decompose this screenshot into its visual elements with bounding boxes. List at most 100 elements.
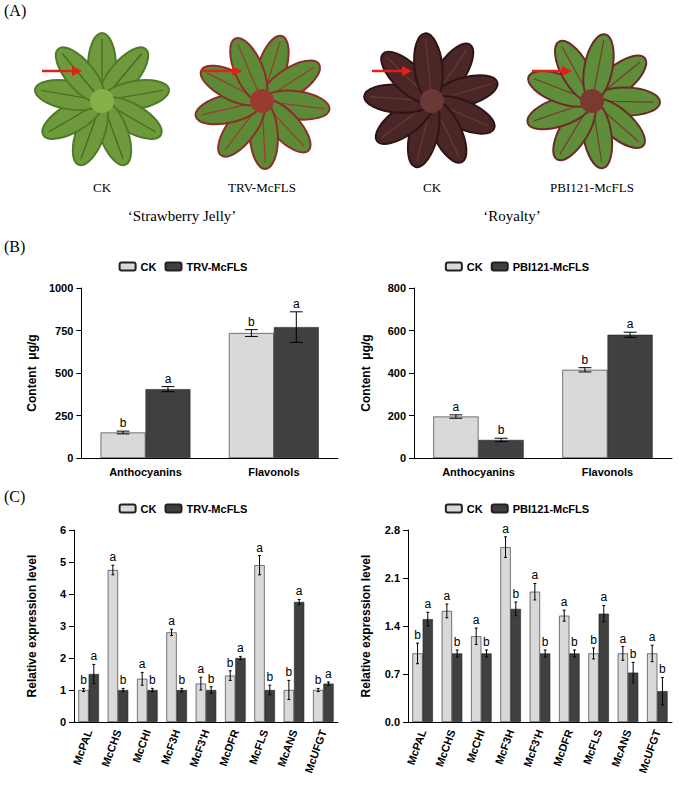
svg-text:b: b [227, 656, 234, 670]
svg-text:b: b [590, 633, 597, 647]
svg-text:a: a [139, 657, 146, 671]
svg-text:Relative expression level: Relative expression level [359, 555, 373, 698]
svg-text:McFLS: McFLS [581, 728, 605, 766]
svg-text:CK: CK [467, 261, 483, 273]
svg-text:McANS: McANS [275, 728, 299, 768]
svg-text:b: b [178, 673, 185, 687]
svg-text:McFLS: McFLS [247, 728, 271, 766]
svg-text:Flavonols: Flavonols [582, 466, 633, 478]
svg-text:a: a [198, 662, 205, 676]
svg-text:PBI121-McFLS: PBI121-McFLS [513, 503, 589, 515]
svg-text:McF3'H: McF3'H [187, 728, 212, 769]
svg-text:b: b [414, 628, 421, 642]
svg-text:PBI121-McFLS: PBI121-McFLS [513, 261, 589, 273]
svg-text:a: a [620, 632, 627, 646]
svg-text:1: 1 [60, 684, 66, 696]
svg-text:a: a [90, 649, 97, 663]
svg-text:TRV-McFLS: TRV-McFLS [186, 261, 247, 273]
svg-text:0: 0 [60, 716, 66, 728]
svg-text:b: b [286, 665, 293, 679]
svg-text:a: a [561, 595, 568, 609]
svg-text:2.1: 2.1 [385, 572, 400, 584]
svg-text:b: b [512, 587, 519, 601]
svg-text:b: b [454, 635, 461, 649]
svg-text:800: 800 [388, 282, 406, 294]
svg-text:a: a [256, 541, 263, 555]
svg-text:b: b [266, 670, 273, 684]
svg-text:0: 0 [67, 452, 73, 464]
svg-text:b: b [483, 635, 490, 649]
svg-text:0: 0 [400, 452, 406, 464]
svg-text:a: a [165, 372, 172, 386]
svg-text:a: a [444, 589, 451, 603]
svg-text:McDFR: McDFR [551, 728, 575, 768]
svg-text:a: a [293, 297, 300, 311]
svg-text:0.7: 0.7 [385, 668, 400, 680]
svg-text:Content μg/g: Content μg/g [359, 334, 373, 411]
svg-text:McCHI: McCHI [130, 728, 153, 764]
svg-text:a: a [424, 597, 431, 611]
svg-text:3: 3 [60, 620, 66, 632]
svg-text:a: a [453, 400, 460, 414]
svg-text:4: 4 [60, 588, 67, 600]
svg-text:McDFR: McDFR [217, 728, 241, 768]
svg-text:b: b [315, 673, 322, 687]
svg-text:a: a [473, 613, 480, 627]
svg-text:McPAL: McPAL [71, 728, 95, 767]
svg-text:McF3H: McF3H [159, 728, 183, 766]
svg-text:CK: CK [141, 261, 157, 273]
svg-text:400: 400 [388, 367, 406, 379]
svg-text:b: b [571, 635, 578, 649]
svg-text:1.4: 1.4 [385, 620, 401, 632]
svg-text:a: a [627, 317, 634, 331]
svg-text:McF3H: McF3H [493, 728, 517, 766]
svg-text:200: 200 [388, 410, 406, 422]
svg-text:a: a [649, 630, 656, 644]
svg-text:b: b [630, 647, 637, 661]
svg-text:a: a [296, 584, 303, 598]
svg-text:McCHI: McCHI [464, 728, 487, 764]
svg-text:Content μg/g: Content μg/g [25, 334, 39, 411]
svg-text:6: 6 [60, 524, 66, 536]
svg-text:a: a [168, 614, 175, 628]
svg-text:Anthocyanins: Anthocyanins [109, 466, 182, 478]
svg-text:500: 500 [55, 367, 73, 379]
svg-text:McUFGT: McUFGT [636, 728, 663, 775]
svg-text:McF3'H: McF3'H [521, 728, 546, 769]
svg-text:b: b [498, 423, 505, 437]
svg-text:b: b [659, 662, 666, 676]
svg-text:b: b [542, 635, 549, 649]
svg-text:a: a [502, 522, 509, 536]
svg-text:600: 600 [388, 325, 406, 337]
svg-text:a: a [237, 641, 244, 655]
svg-text:McPAL: McPAL [405, 728, 429, 767]
svg-text:b: b [120, 673, 127, 687]
svg-text:McCHS: McCHS [433, 728, 457, 768]
svg-text:Relative expression level: Relative expression level [25, 555, 39, 698]
svg-text:b: b [149, 673, 156, 687]
svg-text:a: a [325, 667, 332, 681]
svg-text:Anthocyanins: Anthocyanins [442, 466, 515, 478]
svg-text:5: 5 [60, 556, 66, 568]
svg-text:b: b [582, 353, 589, 367]
svg-text:b: b [80, 673, 87, 687]
svg-text:b: b [120, 416, 127, 430]
svg-text:a: a [110, 550, 117, 564]
svg-text:a: a [600, 590, 607, 604]
svg-text:b: b [248, 315, 255, 329]
svg-text:1000: 1000 [49, 282, 73, 294]
svg-text:2: 2 [60, 652, 66, 664]
svg-text:a: a [532, 568, 539, 582]
svg-text:McUFGT: McUFGT [302, 728, 329, 775]
svg-text:b: b [208, 672, 215, 686]
svg-text:Flavonols: Flavonols [248, 466, 299, 478]
svg-text:250: 250 [55, 410, 73, 422]
svg-text:CK: CK [467, 503, 483, 515]
svg-text:CK: CK [141, 503, 157, 515]
svg-text:2.8: 2.8 [385, 524, 400, 536]
svg-text:750: 750 [55, 325, 73, 337]
svg-text:TRV-McFLS: TRV-McFLS [186, 503, 247, 515]
svg-text:McCHS: McCHS [99, 728, 123, 768]
svg-text:McANS: McANS [609, 728, 633, 768]
svg-text:0.0: 0.0 [385, 716, 400, 728]
